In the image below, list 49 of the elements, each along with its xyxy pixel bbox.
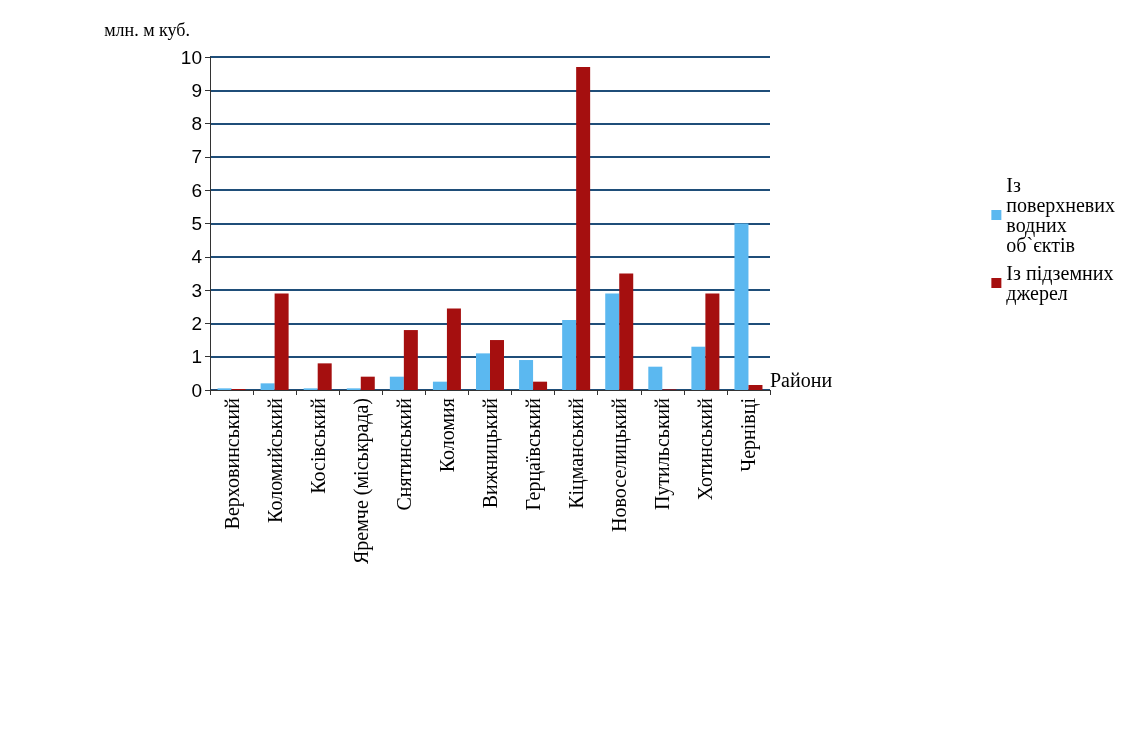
- x-tick-label: Вижницький: [479, 397, 502, 509]
- y-tick-label: 0: [191, 379, 202, 401]
- x-tick-label: Верховинський: [220, 397, 244, 530]
- x-tick-label: Косівський: [306, 397, 329, 494]
- y-tick-label: 5: [191, 213, 202, 234]
- y-tick-label: 4: [191, 246, 203, 268]
- bar: [360, 376, 375, 390]
- bar: [476, 353, 490, 390]
- y-tick-label: 2: [191, 312, 202, 334]
- x-tick-label: Коломия: [435, 398, 458, 473]
- bar: [432, 381, 447, 390]
- y-axis-title: млн. м куб.: [104, 20, 190, 40]
- bar: [648, 366, 663, 390]
- bar: [446, 308, 461, 390]
- x-tick-label: Яремче (міськрада): [349, 398, 373, 564]
- x-tick-label: Новоселицький: [608, 397, 632, 532]
- bar: [519, 360, 534, 390]
- bar: [260, 383, 275, 390]
- bar: [317, 363, 332, 390]
- bar: [389, 376, 404, 390]
- bar: [562, 320, 577, 390]
- x-tick-label: Герцаївський: [522, 397, 546, 511]
- x-tick-label: Хотинський: [694, 397, 717, 501]
- y-tick-label: 8: [191, 113, 202, 135]
- y-tick-label: 3: [191, 279, 202, 301]
- bar: [619, 273, 634, 390]
- legend-label: Із підземних джерел: [1006, 262, 1119, 305]
- bar: [705, 293, 720, 390]
- bar: [748, 385, 763, 390]
- x-axis-title: Райони: [770, 369, 833, 391]
- bar: [533, 381, 548, 390]
- y-tick-label: 9: [191, 79, 202, 101]
- bar: [403, 330, 418, 390]
- y-tick-label: 6: [191, 179, 202, 201]
- legend-label: Із поверхневих водних об`єктів: [1006, 174, 1121, 256]
- bar: [691, 346, 706, 390]
- y-tick-label: 7: [191, 146, 202, 168]
- bar: [734, 223, 749, 390]
- bar: [605, 293, 620, 390]
- bar: [576, 66, 591, 390]
- y-tick-label: 10: [180, 46, 202, 68]
- bar: [274, 293, 289, 390]
- x-tick-label: Путильський: [651, 397, 675, 511]
- x-tick-label: Снятинський: [392, 397, 415, 511]
- bar: [490, 340, 504, 390]
- x-tick-label: Коломийський: [263, 397, 286, 523]
- x-tick-label: Чернівці: [737, 397, 761, 472]
- x-tick-label: Кіцманський: [565, 397, 589, 509]
- y-tick-label: 1: [191, 346, 202, 368]
